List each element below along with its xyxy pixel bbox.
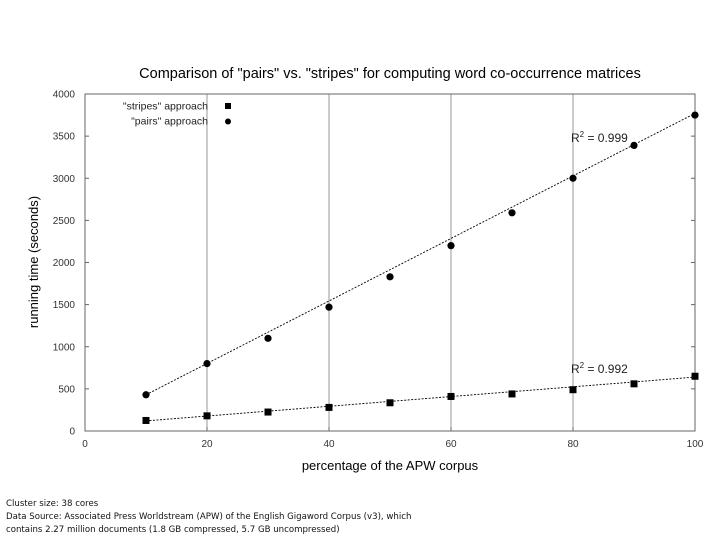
data-point-circle <box>569 174 577 182</box>
data-point-square <box>691 372 699 380</box>
y-tick-label: 2500 <box>53 216 76 227</box>
data-point-circle <box>325 303 333 311</box>
x-tick-label: 40 <box>323 439 335 450</box>
y-tick-label: 0 <box>69 427 75 438</box>
data-point-circle <box>508 209 516 217</box>
data-point-circle <box>386 273 394 281</box>
y-tick-label: 1000 <box>53 342 76 353</box>
data-point-circle <box>142 391 150 399</box>
data-point-circle <box>203 360 211 368</box>
data-point-circle <box>691 111 699 119</box>
legend-marker-square <box>225 103 231 109</box>
y-tick-label: 4000 <box>53 90 76 101</box>
y-tick-label: 3000 <box>53 174 76 185</box>
y-tick-label: 2000 <box>53 258 76 269</box>
legend-label: "pairs" approach <box>131 116 208 128</box>
x-tick-label: 80 <box>567 439 579 450</box>
data-point-circle <box>264 334 272 342</box>
trend-line <box>145 376 696 422</box>
data-point-circle <box>630 141 638 149</box>
r-squared-label: R2 = 0.992 <box>571 361 628 376</box>
data-point-square <box>203 412 211 420</box>
footnote-line-2: Data Source: Associated Press Worldstrea… <box>6 512 412 522</box>
data-point-square <box>264 408 272 416</box>
x-tick-label: 100 <box>687 439 704 450</box>
y-axis-label: running time (seconds) <box>26 196 41 328</box>
x-tick-label: 60 <box>445 439 457 450</box>
legend-label: "stripes" approach <box>123 101 208 113</box>
x-axis-label: percentage of the APW corpus <box>302 458 479 473</box>
y-tick-label: 3500 <box>53 132 76 143</box>
data-point-square <box>569 386 577 394</box>
data-point-square <box>325 403 333 411</box>
data-point-square <box>508 390 516 398</box>
data-point-square <box>386 399 394 407</box>
data-point-square <box>447 392 455 400</box>
legend-marker-circle <box>225 118 231 125</box>
footnote: Cluster size: 38 cores Data Source: Asso… <box>6 498 466 537</box>
footnote-line-3: contains 2.27 million documents (1.8 GB … <box>6 525 340 535</box>
footnote-line-1: Cluster size: 38 cores <box>6 499 99 509</box>
y-tick-label: 500 <box>58 384 75 395</box>
y-tick-label: 1500 <box>53 300 76 311</box>
data-point-square <box>142 416 150 424</box>
x-tick-label: 0 <box>82 439 88 450</box>
data-point-square <box>630 380 638 388</box>
data-point-circle <box>447 242 455 250</box>
r-squared-label: R2 = 0.999 <box>571 130 628 145</box>
x-tick-label: 20 <box>201 439 213 450</box>
chart-title: Comparison of "pairs" vs. "stripes" for … <box>139 66 641 82</box>
trend-line <box>145 112 696 396</box>
